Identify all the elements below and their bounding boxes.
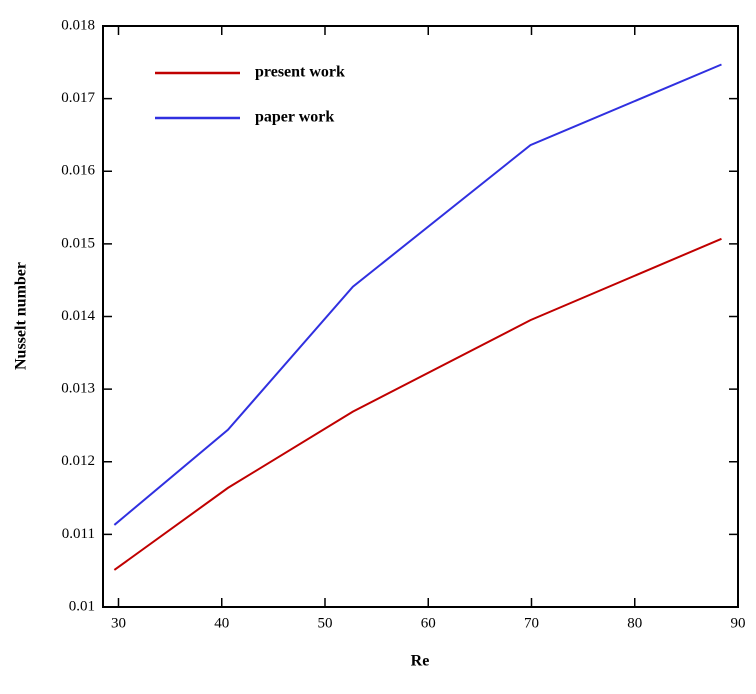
series-line [113, 63, 722, 526]
x-tick-label: 80 [627, 615, 642, 631]
x-tick-label: 50 [317, 615, 332, 631]
y-tick-label: 0.014 [61, 308, 95, 324]
legend-label: paper work [255, 109, 334, 126]
x-tick-label: 30 [111, 615, 126, 631]
y-tick-label: 0.011 [62, 526, 95, 542]
x-tick-label: 40 [214, 615, 229, 631]
y-tick-label: 0.012 [61, 453, 95, 469]
y-tick-label: 0.015 [61, 235, 95, 251]
x-tick-label: 90 [731, 615, 746, 631]
x-axis-label: Re [411, 653, 430, 670]
x-tick-label: 60 [421, 615, 436, 631]
y-axis-label: Nusselt number [13, 262, 30, 370]
series-line [113, 237, 722, 571]
x-tick-label: 70 [524, 615, 539, 631]
y-tick-label: 0.016 [61, 163, 95, 179]
legend-label: present work [255, 64, 345, 81]
y-tick-label: 0.018 [61, 17, 95, 33]
y-tick-label: 0.01 [69, 598, 95, 614]
plot-frame [102, 25, 739, 608]
y-tick-label: 0.013 [61, 381, 95, 397]
y-tick-label: 0.017 [61, 90, 95, 106]
